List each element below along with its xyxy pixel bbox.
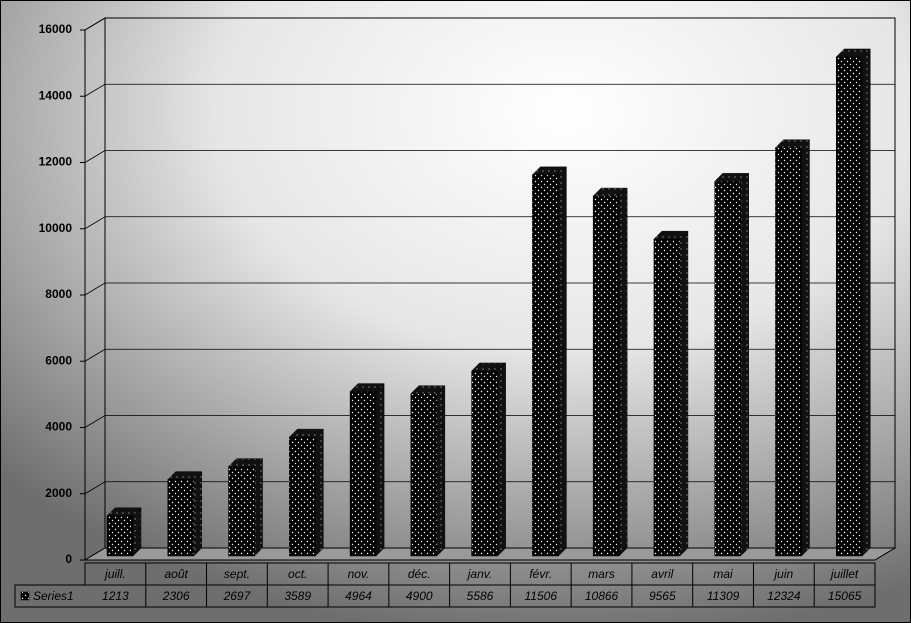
table-value: 9565 — [649, 589, 676, 603]
bar — [592, 195, 620, 557]
bar-side — [618, 187, 628, 557]
table-value: 1213 — [102, 589, 129, 603]
table-value: 5586 — [467, 589, 494, 603]
bar-side — [315, 428, 324, 557]
bar — [653, 238, 681, 557]
bar — [410, 393, 438, 557]
grid-line — [84, 348, 895, 362]
x-tick-label: avril — [651, 567, 673, 581]
table-value: 4964 — [345, 589, 372, 603]
bar — [349, 391, 377, 557]
bar — [835, 56, 863, 557]
x-tick-label: janv. — [466, 567, 492, 581]
table-value: 2697 — [223, 589, 252, 603]
grid-line — [84, 481, 895, 495]
bar-side — [801, 139, 810, 557]
bar — [775, 147, 802, 557]
y-tick-label: 12000 — [39, 155, 73, 169]
bar — [228, 466, 255, 557]
bar — [106, 515, 134, 557]
bar-side — [679, 230, 689, 557]
y-tick-label: 8000 — [45, 287, 72, 301]
grid-line — [84, 282, 895, 296]
bar-side — [436, 385, 446, 557]
y-tick-label: 14000 — [39, 88, 73, 102]
bar — [167, 479, 195, 557]
y-tick-label: 10000 — [39, 221, 73, 235]
x-tick-label: juin — [773, 567, 794, 581]
x-tick-label: mai — [713, 567, 733, 581]
bar-side — [254, 458, 263, 557]
bar — [471, 370, 498, 557]
table-value: 12324 — [767, 589, 801, 603]
bar-side — [740, 172, 749, 557]
y-tick-label: 2000 — [45, 486, 72, 500]
x-tick-label: déc. — [408, 567, 431, 581]
bar-side — [558, 166, 567, 557]
legend-label: Series1 — [33, 589, 74, 603]
grid-line — [84, 415, 895, 428]
table-value: 11309 — [707, 589, 740, 603]
legend-key — [20, 591, 30, 601]
table-value: 11506 — [525, 589, 558, 603]
x-tick-label: oct. — [288, 567, 307, 581]
table-value: 15065 — [828, 589, 862, 603]
x-tick-label: juillet — [829, 567, 859, 581]
grid-line — [84, 17, 895, 31]
grid-line — [84, 150, 895, 163]
x-tick-label: août — [164, 567, 188, 581]
bar — [289, 436, 316, 557]
table-value: 3589 — [284, 589, 311, 603]
x-tick-label: nov. — [348, 567, 370, 581]
grid-line — [84, 216, 895, 230]
bar — [532, 174, 559, 557]
bar-side — [861, 48, 871, 557]
table-value: 2306 — [162, 589, 190, 603]
table-value: 10866 — [585, 589, 619, 603]
bar-side — [497, 362, 506, 557]
y-tick-label: 6000 — [45, 353, 72, 367]
y-tick-label: 4000 — [45, 420, 72, 434]
x-tick-label: févr. — [529, 567, 552, 581]
bar-side — [193, 471, 203, 557]
y-tick-label: 0 — [65, 552, 72, 566]
bar-side — [375, 382, 385, 557]
bar — [714, 181, 741, 557]
table-value: 4900 — [406, 589, 433, 603]
x-tick-label: juill. — [103, 567, 126, 581]
grid-line — [84, 83, 895, 97]
x-tick-label: sept. — [224, 567, 250, 581]
y-tick-label: 16000 — [39, 22, 73, 36]
bar-side — [132, 507, 142, 557]
x-tick-label: mars — [588, 567, 615, 581]
table-frame — [14, 584, 876, 608]
